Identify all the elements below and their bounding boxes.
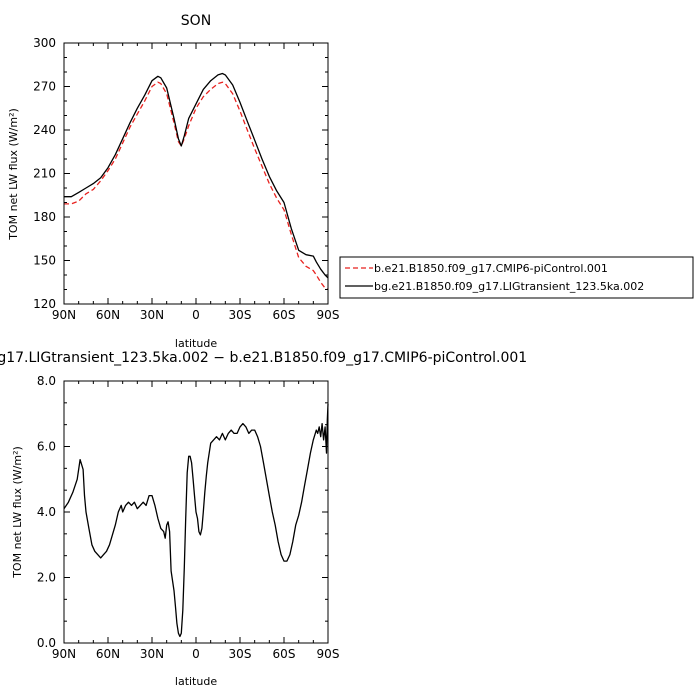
x-tick-label: 0	[192, 308, 200, 322]
x-tick-label: 90S	[317, 308, 340, 322]
series-line-1	[63, 403, 329, 638]
y-tick-label: 2.0	[37, 571, 56, 585]
x-tick-label: 90S	[317, 647, 340, 661]
y-tick-label: 120	[33, 297, 56, 311]
x-tick-label: 30S	[229, 647, 252, 661]
top-chart: SON 90N 60N 30N 0 30S 60S 90S 120 150 180 210 240 2…	[7, 13, 694, 350]
x-tick-label: 60S	[273, 308, 296, 322]
legend-box	[339, 256, 694, 299]
x-tick-label: 30N	[140, 647, 164, 661]
x-tick-label: 30S	[229, 308, 252, 322]
x-tick-label: 60S	[273, 647, 296, 661]
legend-label-series-2: bg.e21.B1850.f09_g17.LIGtransient_123.5k…	[374, 280, 644, 293]
x-tick-label: 60N	[96, 308, 120, 322]
y-tick-label: 150	[33, 254, 56, 268]
x-tick-label: 60N	[96, 647, 120, 661]
y-tick-label: 240	[33, 123, 56, 137]
x-axis-label: latitude	[175, 337, 217, 350]
x-tick-label: 90N	[52, 647, 76, 661]
bottom-chart: bg.e21.B1850.f09_g17.LIGtransient_123.5k…	[0, 350, 527, 688]
x-tick-label: 30N	[140, 308, 164, 322]
x-axis-label: latitude	[175, 675, 217, 688]
series-line-1	[64, 81, 329, 291]
y-tick-label: 0.0	[37, 636, 56, 650]
y-tick-label: 210	[33, 167, 56, 181]
y-tick-label: 270	[33, 80, 56, 94]
legend: b.e21.B1850.f09_g17.CMIP6-piControl.001 …	[339, 256, 694, 299]
y-axis-label: TOM net LW flux (W/m²)	[11, 446, 24, 579]
chart-title: SON	[181, 13, 211, 29]
x-tick-label: 0	[192, 647, 200, 661]
legend-label-series-1: b.e21.B1850.f09_g17.CMIP6-piControl.001	[374, 262, 608, 275]
y-tick-label: 6.0	[37, 440, 56, 454]
x-tick-label: 90N	[52, 308, 76, 322]
y-axis-label: TOM net LW flux (W/m²)	[7, 108, 20, 241]
y-tick-label: 4.0	[37, 505, 56, 519]
y-tick-label: 8.0	[37, 374, 56, 388]
chart-title: bg.e21.B1850.f09_g17.LIGtransient_123.5k…	[0, 350, 527, 366]
y-tick-label: 300	[33, 36, 56, 50]
series-line-2	[64, 72, 329, 279]
y-tick-label: 180	[33, 210, 56, 224]
